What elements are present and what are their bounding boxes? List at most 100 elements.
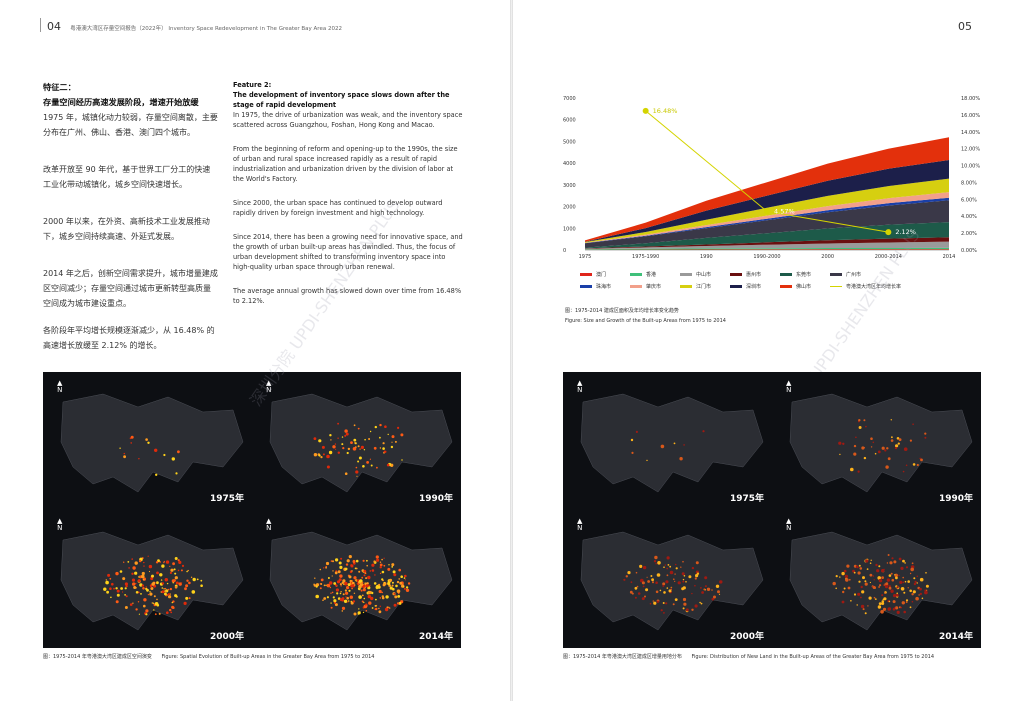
built-up-dot [853,593,857,596]
legend-swatch [780,273,792,276]
built-up-dot [365,584,369,588]
built-up-dot [879,579,883,583]
built-up-dot [905,599,909,602]
built-up-dot [713,595,716,599]
built-up-dot [190,576,193,578]
map-image [60,531,244,631]
built-up-dot [667,564,670,566]
built-up-dot [175,472,178,475]
built-up-dot [169,608,172,612]
map-panel: ▲ N 1975年 [563,372,772,510]
built-up-dot [890,572,893,575]
built-up-dot [161,590,165,594]
right-header: 05 [958,20,978,33]
built-up-dot [326,596,329,599]
built-up-dot [872,441,875,444]
north-arrow-icon: ▲ N [786,517,792,532]
built-up-dot [336,592,339,595]
built-up-dot [355,470,359,474]
built-up-dot [169,571,172,574]
built-up-dot [392,587,395,591]
built-up-dot [159,561,161,563]
built-up-dot [320,456,323,459]
built-up-dot [856,566,859,569]
built-up-dot [634,586,638,590]
built-up-dot [910,567,914,572]
built-up-dot [122,577,126,581]
built-up-dot [844,574,849,579]
built-up-dot [894,574,896,576]
built-up-dot [363,569,367,573]
built-up-dot [357,445,360,448]
built-up-dot [342,447,345,450]
built-up-dot [357,611,361,615]
built-up-dot [371,607,374,609]
built-up-dot [172,582,174,584]
built-up-dot [924,436,927,439]
built-up-dot [882,598,884,601]
built-up-dot [332,560,334,563]
built-up-dot [357,460,360,463]
built-up-dot [682,578,685,581]
built-up-dot [352,560,356,563]
built-up-dot [916,582,918,584]
built-up-dot [839,576,841,578]
area-series [585,197,949,244]
built-up-dot [685,581,687,583]
built-up-dot [355,466,358,469]
built-up-dot [379,436,381,439]
built-up-dot [364,582,367,585]
built-up-dot [384,607,389,612]
y2-tick-label: 2.00% [961,231,977,237]
built-up-dot [896,592,898,595]
y2-tick-label: 12.00% [961,147,980,153]
built-up-dot [149,591,151,593]
left-map-caption: 图：1975-2014 年粤港澳大湾区建成区空间演变 Figure: Spati… [43,653,374,660]
built-up-dot [373,446,377,450]
chart-x-axis: 1975 1975-1990 1990 1990-2000 2000 2000-2014 2… [579,254,956,260]
built-up-dot [925,589,928,591]
built-up-dot [322,453,325,456]
built-up-dot [719,580,723,584]
built-up-dot [188,597,191,600]
built-up-dot [659,589,662,592]
built-up-dot [168,595,172,599]
built-up-dot [161,587,164,589]
built-up-dot [843,587,846,590]
built-up-dot [191,590,196,594]
built-up-dot [333,599,337,603]
built-up-dot [349,595,353,599]
built-up-dot [636,585,639,588]
built-up-dot [657,561,661,565]
built-up-dot [878,565,881,568]
built-up-dot [637,592,641,595]
built-up-dot [887,554,890,556]
y-tick-label: 5000 [563,139,576,145]
legend-label: 惠州市 [746,272,762,278]
built-up-dot [165,591,167,593]
legend-swatch [730,285,742,288]
built-up-dot [361,594,364,597]
built-up-dot [398,568,401,572]
built-up-dot [915,596,919,601]
built-up-dot [335,448,337,450]
y-tick-label: 3000 [563,183,576,189]
x-tick-label: 2014 [943,254,956,260]
built-up-dot [375,598,377,601]
north-arrow-icon: ▲ N [57,517,63,532]
built-up-dot [173,579,176,582]
legend-item: 深圳市 [730,283,761,290]
built-up-dot [879,584,882,587]
built-up-dot [404,579,406,581]
legend-swatch [830,286,842,287]
built-up-dot [870,446,873,448]
y2-tick-label: 4.00% [961,214,977,220]
built-up-dot [332,445,336,449]
built-up-dot [860,596,862,599]
built-up-dot [151,574,154,578]
built-up-dot [109,587,112,590]
built-up-dot [364,572,366,574]
en-paragraph: The average annual growth has slowed dow… [233,287,462,305]
built-up-dot [399,581,403,585]
map-image [269,531,453,631]
